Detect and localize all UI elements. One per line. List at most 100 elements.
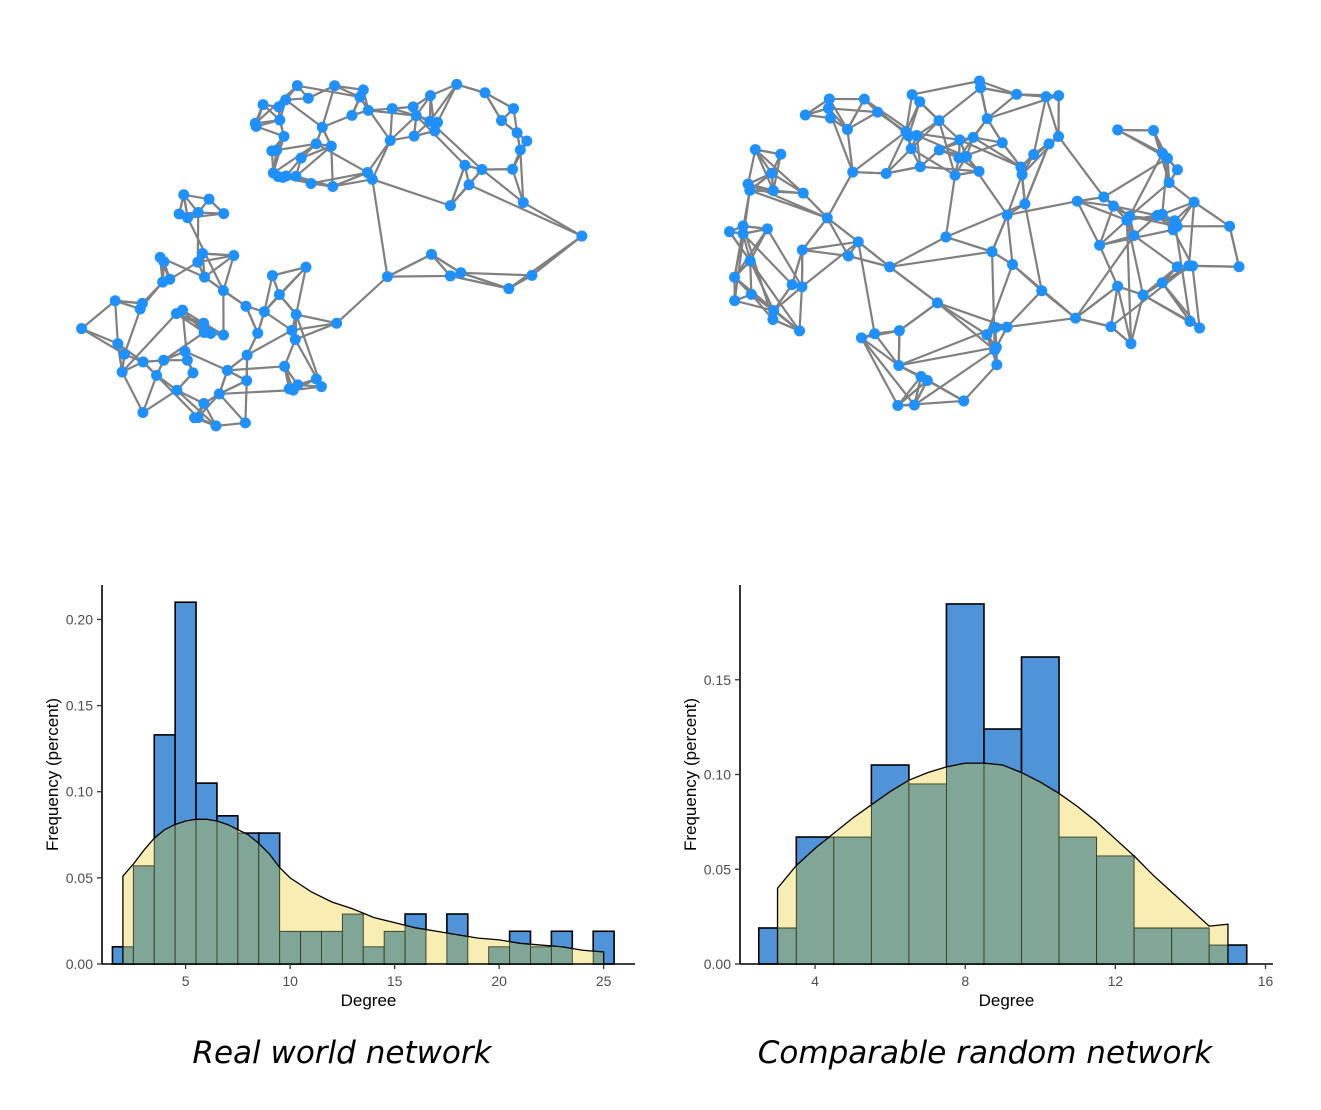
overlap-segment: [132, 865, 155, 965]
network-node: [508, 103, 520, 115]
network-edge: [460, 271, 532, 277]
network-node: [975, 82, 987, 94]
network-edge: [798, 286, 804, 331]
network-edge: [889, 250, 993, 268]
network-edge: [896, 375, 922, 407]
network-node: [271, 144, 283, 156]
overlap-segment: [1021, 771, 1060, 965]
network-node: [496, 115, 508, 127]
network-edge: [828, 107, 878, 114]
network-node: [967, 131, 979, 143]
network-node: [986, 246, 998, 258]
network-node: [1112, 280, 1124, 292]
network-node: [1161, 152, 1173, 164]
network-edge: [1006, 214, 1014, 265]
network-edge: [1161, 282, 1191, 322]
network-node: [981, 329, 993, 341]
network-edge: [826, 217, 850, 257]
network-edge: [429, 83, 458, 123]
network-edge: [873, 333, 900, 367]
overlap-segment: [174, 818, 197, 965]
y-axis-label: Frequency (percent): [43, 698, 62, 851]
network-node: [940, 231, 952, 243]
y-tick-label: 0.20: [66, 611, 93, 627]
network-node: [729, 295, 741, 307]
network-edge: [1007, 200, 1078, 217]
network-node: [381, 271, 393, 283]
network-node: [905, 143, 917, 155]
network-node: [981, 113, 993, 125]
y-tick-label: 0.10: [66, 784, 93, 800]
network-edge: [366, 139, 392, 174]
network-node: [767, 314, 779, 326]
network-node: [1137, 289, 1149, 301]
network-node: [221, 364, 233, 376]
network-edge: [294, 322, 338, 341]
network-node: [118, 348, 130, 360]
network-nodes: [723, 75, 1245, 412]
network-node: [786, 279, 798, 291]
network-node: [354, 91, 366, 103]
network-node: [744, 184, 756, 196]
network-node: [737, 228, 749, 240]
network-node: [479, 87, 491, 99]
y-tick-label: 0.15: [66, 698, 93, 714]
network-edge: [1098, 219, 1128, 247]
expected-density-curve: [122, 818, 605, 964]
network-node: [476, 164, 488, 176]
network-edge: [801, 217, 829, 251]
network-edges: [728, 79, 1241, 407]
network-node: [291, 80, 303, 92]
network-node: [158, 354, 170, 366]
network-edge: [1228, 225, 1241, 268]
network-edge: [936, 301, 988, 336]
network-edge: [885, 131, 907, 174]
x-tick-label: 16: [1258, 973, 1274, 989]
network-node: [258, 306, 270, 318]
network-node: [514, 144, 526, 156]
network-node: [908, 399, 920, 411]
network-edge: [1116, 286, 1133, 344]
network-edge: [263, 310, 293, 332]
network-node: [1036, 285, 1048, 297]
network-node: [933, 115, 945, 127]
network-node: [1011, 88, 1023, 100]
network-node: [463, 179, 475, 191]
overlap-bars: [777, 762, 1229, 965]
network-edge: [846, 129, 854, 173]
network-node: [179, 345, 191, 357]
y-tick-label: 0.05: [66, 870, 93, 886]
network-node: [257, 99, 269, 111]
network-edge: [1006, 316, 1076, 329]
y-tick-label: 0.00: [66, 956, 93, 972]
network-node: [290, 170, 302, 182]
network-node: [286, 324, 298, 336]
network-node: [213, 388, 225, 400]
network-edge: [980, 86, 1017, 96]
overlap-segment: [237, 832, 260, 965]
network-node: [931, 297, 943, 309]
network-node: [737, 220, 749, 232]
random-network-graph: [723, 75, 1245, 412]
network-edge: [733, 233, 745, 278]
network-edge: [826, 171, 854, 219]
network-node: [151, 369, 163, 381]
network-node: [729, 271, 741, 283]
network-node: [459, 159, 471, 171]
network-node: [112, 338, 124, 350]
network-node: [327, 180, 339, 192]
network-edge: [773, 285, 803, 312]
network-node: [1019, 198, 1031, 210]
network-node: [424, 115, 436, 127]
network-node: [911, 130, 923, 142]
network-edge: [889, 265, 939, 304]
network-node: [1124, 210, 1136, 222]
network-node: [1001, 321, 1013, 333]
network-node: [137, 406, 149, 418]
network-node: [280, 170, 292, 182]
network-edge: [430, 253, 462, 274]
overlap-segment: [870, 779, 910, 965]
network-edge: [81, 327, 126, 356]
network-edge: [754, 149, 775, 192]
network-edge: [885, 165, 921, 175]
